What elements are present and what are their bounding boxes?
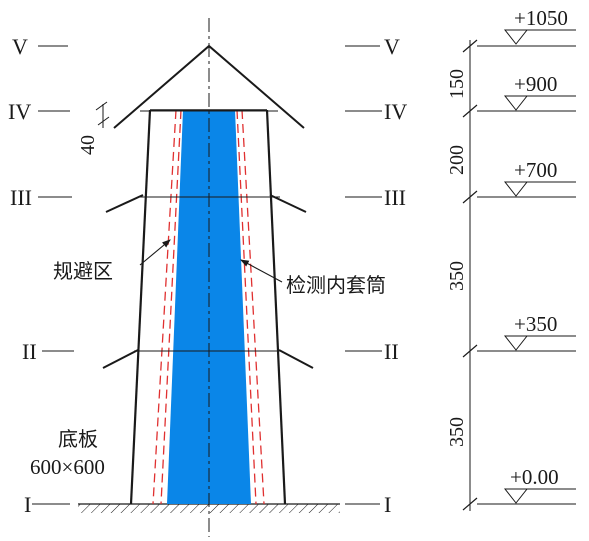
elevation-label-350: +350 (514, 312, 557, 336)
section-label-right-v: V (384, 34, 400, 59)
elevation-label-900: +900 (514, 72, 557, 96)
thickness-label: 40 (77, 135, 99, 155)
section-label-left-i: I (24, 492, 31, 517)
thickness-tick-a (95, 101, 108, 111)
elevation-marker-350: +350 (477, 312, 576, 352)
dimension-350-lower: 350 (446, 417, 468, 447)
section-label-right-iv: IV (384, 99, 407, 124)
section-label-left-v: V (12, 34, 28, 59)
dimension-350-upper: 350 (446, 261, 468, 291)
section-label-right-iii: III (384, 185, 406, 210)
elevation-marker-1050: +1050 (477, 6, 576, 47)
elevation-marker-0: +0.00 (477, 465, 576, 505)
base-plate-title: 底板 (58, 427, 98, 451)
ground-hatch (78, 504, 340, 513)
inner-sleeve-arrow (240, 259, 283, 283)
dimension-150: 150 (446, 69, 468, 99)
section-label-right-ii: II (384, 339, 399, 364)
section-label-right-i: I (384, 492, 391, 517)
avoid-zone-left-outer (152, 109, 177, 505)
avoid-zone-arrow (139, 239, 171, 266)
elevation-marker-700: +700 (477, 158, 576, 198)
section-label-left-ii: II (22, 339, 37, 364)
base-plate-size: 600×600 (30, 455, 105, 479)
elevation-label-1050: +1050 (514, 6, 568, 30)
dim-tick-0 (462, 497, 478, 511)
tab-left-ii (102, 349, 139, 369)
elevation-label-0: +0.00 (510, 465, 559, 489)
tab-right-ii (278, 349, 314, 369)
avoid-zone-left-inner (160, 109, 182, 505)
column-right-edge (265, 109, 287, 505)
avoid-zone-right-outer (241, 109, 265, 505)
tab-left-iii (105, 194, 144, 213)
dimension-200: 200 (446, 145, 468, 175)
section-label-left-iv: IV (8, 99, 31, 124)
elevation-marker-900: +900 (477, 72, 576, 112)
dim-tick-1050 (462, 39, 478, 53)
column-left-edge (129, 109, 152, 505)
dim-tick-900 (462, 104, 478, 118)
tab-right-iii (269, 194, 307, 213)
section-label-left-iii: III (10, 185, 32, 210)
avoid-zone-label: 规避区 (53, 259, 113, 283)
dim-tick-700 (462, 190, 478, 204)
dim-tick-350 (462, 344, 478, 358)
avoid-zone-right-inner (236, 109, 257, 505)
inner-sleeve-label: 检测内套筒 (286, 273, 386, 297)
elevation-label-700: +700 (514, 158, 557, 182)
